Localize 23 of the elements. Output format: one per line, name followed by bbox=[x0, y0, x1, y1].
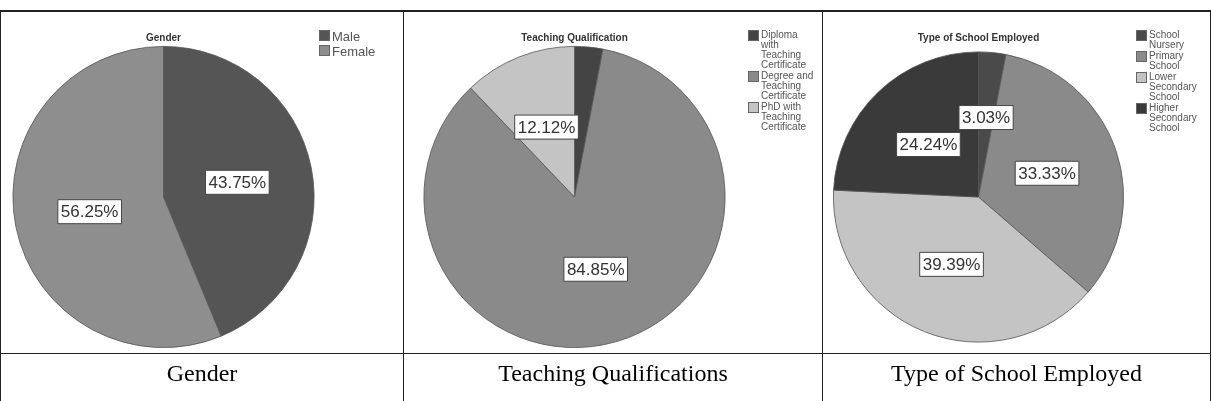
text: Teaching Qualifications bbox=[404, 353, 822, 387]
legend-label: Male bbox=[332, 29, 361, 44]
legend-label: Female bbox=[332, 44, 376, 59]
legend-label: Lower Secondary School bbox=[1149, 71, 1198, 102]
legend-label: School Nursery bbox=[1149, 29, 1185, 50]
data-label: 84.85% bbox=[566, 259, 625, 279]
chart-title: Type of School Employed bbox=[917, 31, 1040, 43]
data-label: 39.39% bbox=[922, 255, 981, 275]
legend-label: Primary School bbox=[1149, 50, 1185, 71]
data-label: 56.25% bbox=[60, 202, 119, 222]
data-label: 24.24% bbox=[899, 135, 958, 155]
legend-label: PhD with Teaching Certificate bbox=[761, 101, 807, 132]
data-label: 33.33% bbox=[1018, 163, 1076, 183]
legend-label: Diploma with Teaching Certificate bbox=[761, 29, 807, 70]
chart-title: Gender bbox=[145, 31, 182, 43]
text: Type of School Employed bbox=[823, 353, 1210, 387]
data-label: 3.03% bbox=[961, 108, 1011, 128]
legend-label: Higher Secondary School bbox=[1149, 102, 1198, 133]
legend-label: Degree and Teaching Certificate bbox=[761, 70, 815, 101]
text: Gender bbox=[1, 353, 403, 387]
data-label: 43.75% bbox=[208, 173, 267, 192]
chart-title: Teaching Qualification bbox=[521, 31, 628, 43]
data-label: 12.12% bbox=[517, 117, 576, 137]
